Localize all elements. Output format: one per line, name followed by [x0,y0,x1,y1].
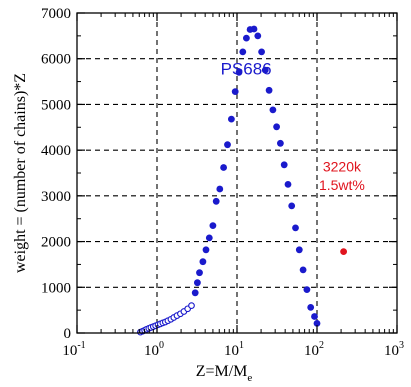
x-tick-label: 10-1 [62,340,85,359]
data-point [194,279,201,287]
data-point [280,161,288,169]
data-point [216,185,224,193]
x-tick-label: 100 [144,340,164,359]
data-point [254,32,262,40]
x-axis-label: Z=M/Me [196,363,253,384]
x-tick-label: 103 [384,340,404,359]
y-tick-labels: 0 1000 2000 3000 4000 5000 6000 7000 [41,6,71,342]
data-point [303,286,311,293]
y-tick-label: 2000 [41,235,71,251]
y-tick-label: 7000 [41,6,71,22]
data-point [196,269,203,277]
data-point [265,86,273,94]
y-tick-label: 4000 [41,143,71,159]
y-axis-label: weight = (number of chains)*Z [12,73,29,273]
data-point [340,248,347,256]
data-point [313,320,321,327]
data-point [205,234,213,242]
data-point [299,266,307,274]
x-axis-label-main: Z=M/M [196,363,248,380]
y-tick-label: 6000 [41,52,71,68]
data-point [258,48,265,56]
data-point [311,313,318,320]
data-point [288,202,296,210]
annotation-label: 1.5wt% [319,177,365,193]
y-tick-label: 1000 [41,280,71,296]
x-tick-label: 101 [224,340,244,359]
series-1 [191,25,321,327]
data-point [307,304,315,311]
data-point [261,66,269,74]
data-point [295,246,303,254]
data-point [212,197,220,205]
data-point [284,181,292,188]
annotation-label: 3220k [323,159,362,175]
data-point [235,69,243,76]
data-point [292,224,299,232]
data-point [199,258,207,266]
annotation-label: PS686 [221,60,272,79]
data-point [228,115,235,123]
y-tick-label: 0 [64,326,72,342]
data-point [269,106,277,114]
series-2 [340,248,347,256]
data-point [209,222,217,230]
data-point [277,139,284,147]
data-point [239,48,247,56]
annotations: PS686 3220k 1.5wt% [221,60,365,193]
series-0 [137,302,195,336]
y-tick-label: 5000 [41,97,71,113]
data-point [250,25,258,33]
x-axis-label-sub: e [247,372,252,384]
x-tick-labels: 10-1 100 101 102 103 [62,340,404,359]
data-point [224,141,231,149]
data-point [243,34,250,42]
data-point-open [188,302,195,309]
data-point [273,123,280,131]
data-point [231,88,239,95]
data-point [191,289,199,297]
data-point [220,164,228,171]
y-tick-label: 3000 [41,189,71,205]
axis-ticks [76,12,398,334]
data-points [137,25,347,336]
data-point [202,246,210,254]
x-tick-label: 102 [304,340,324,359]
